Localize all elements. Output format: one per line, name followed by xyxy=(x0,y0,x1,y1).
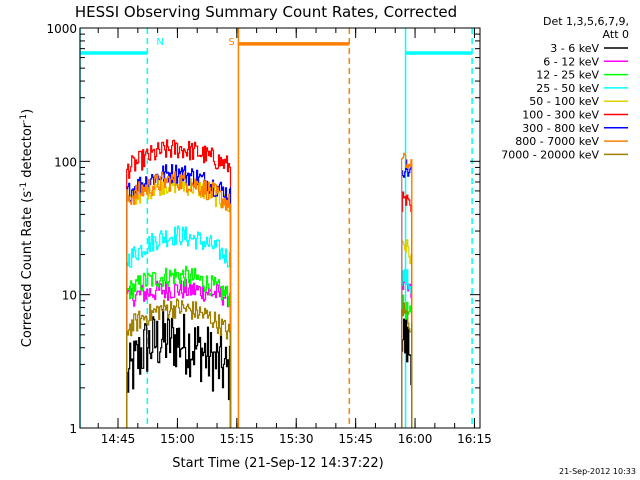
x-axis-label: Start Time (21-Sep-12 14:37:22) xyxy=(172,456,383,471)
series-line xyxy=(126,309,232,428)
plot-frame xyxy=(79,27,481,429)
legend-item-label: 100 - 300 keV xyxy=(522,109,599,122)
legend-item-label: 800 - 7000 keV xyxy=(515,135,599,148)
legend-item-label: 12 - 25 keV xyxy=(536,69,599,82)
x-tick-label: 15:00 xyxy=(160,432,195,446)
series-line xyxy=(126,298,232,428)
series-line xyxy=(401,159,413,428)
y-axis-label: Corrected Count Rate (s-1 detector-1) xyxy=(19,109,35,347)
series-line xyxy=(126,171,232,428)
y-axis-label-mid: detector xyxy=(20,122,35,182)
legend-item-label: 3 - 6 keV xyxy=(550,42,599,55)
axes-layer: 14:45 15:00 15:15 15:30 15:45 16:00 16:15 1 10 10… xyxy=(46,22,491,446)
y-axis-label-sup1: -1 xyxy=(19,182,29,191)
marker-label: S xyxy=(228,37,234,48)
legend-item-label: 7000 - 20000 keV xyxy=(501,148,599,161)
legend-header-line2: Att 0 xyxy=(603,28,629,41)
y-tick-label: 1 xyxy=(69,422,77,436)
legend-item-label: 6 - 12 keV xyxy=(543,55,599,68)
series-line xyxy=(126,139,232,428)
marker-label: N xyxy=(156,37,163,48)
series-line xyxy=(126,265,232,428)
x-tick-label: 14:45 xyxy=(101,432,136,446)
legend-item-label: 50 - 100 keV xyxy=(529,95,599,108)
x-tick-label: 16:15 xyxy=(457,432,492,446)
series-layer xyxy=(126,139,413,428)
y-tick-label: 10 xyxy=(62,289,77,303)
series-line xyxy=(401,239,413,428)
y-axis-label-sup2: -1 xyxy=(19,114,29,123)
legend-item-label: 25 - 50 keV xyxy=(536,82,599,95)
series-line xyxy=(126,278,232,428)
series-line xyxy=(401,302,413,428)
series-line xyxy=(126,225,232,428)
legend-header-line1: Det 1,3,5,6,7,9, xyxy=(543,15,629,28)
x-tick-label: 15:45 xyxy=(338,432,373,446)
footer-date: 21-Sep-2012 10:33 xyxy=(559,467,636,476)
series-line xyxy=(401,268,413,428)
y-tick-label: 1000 xyxy=(46,22,77,36)
series-line xyxy=(401,318,413,428)
series-line xyxy=(401,294,413,428)
legend-item-label: 300 - 800 keV xyxy=(522,122,599,135)
y-axis-label-end: ) xyxy=(20,109,35,114)
y-tick-label: 100 xyxy=(54,155,77,169)
x-tick-label: 16:00 xyxy=(398,432,433,446)
chart-title: HESSI Observing Summary Count Rates, Cor… xyxy=(75,3,457,21)
series-line xyxy=(401,152,413,428)
x-tick-label: 15:30 xyxy=(279,432,314,446)
y-axis-label-main: Corrected Count Rate (s xyxy=(20,191,35,348)
x-tick-label: 15:15 xyxy=(220,432,255,446)
series-line xyxy=(401,191,413,428)
